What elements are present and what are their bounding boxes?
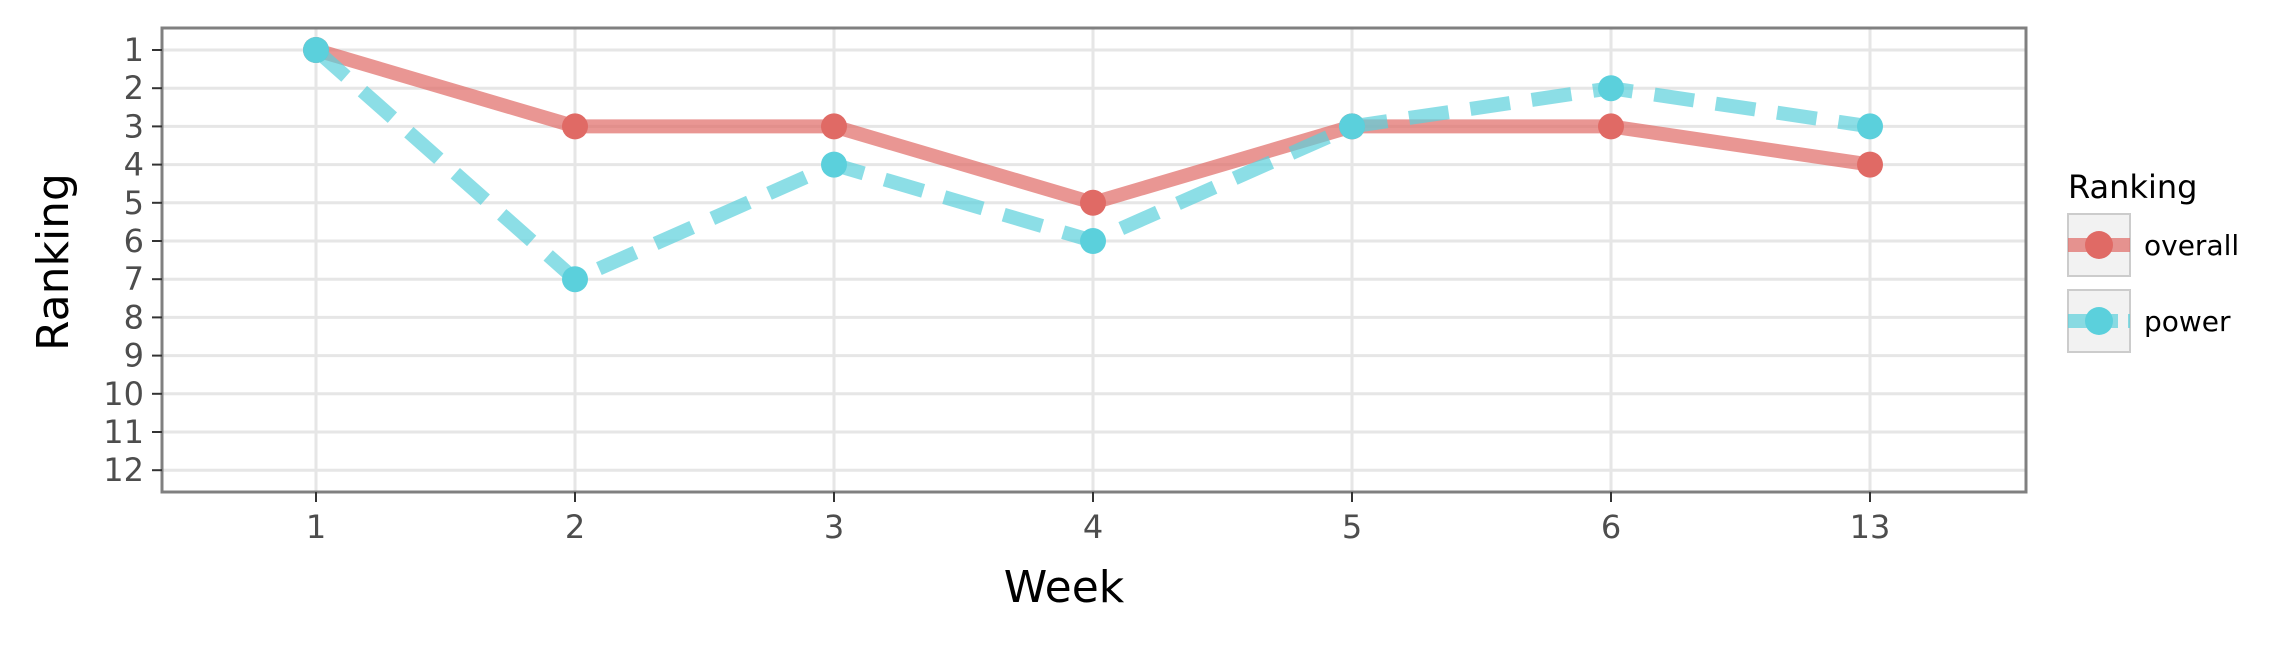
x-tick-label: 2 [565, 508, 585, 546]
y-tick-label: 12 [103, 451, 144, 489]
legend-item-overall: overall [2067, 213, 2239, 277]
legend-key-point [2085, 307, 2113, 335]
y-tick-label: 3 [124, 107, 144, 145]
x-tick-label: 1 [306, 508, 326, 546]
data-point-power [1857, 113, 1883, 140]
y-tick-label: 9 [124, 337, 144, 375]
x-axis: 1 2 3 4 5 6 13 [306, 492, 1891, 546]
data-point-power [821, 151, 847, 178]
legend: Ranking overall power [2067, 168, 2239, 353]
x-tick-label: 6 [1601, 508, 1621, 546]
data-point-power [1598, 75, 1624, 102]
legend-key-point [2085, 231, 2113, 259]
y-tick-label: 6 [124, 222, 144, 260]
legend-label: power [2144, 305, 2231, 338]
y-tick-label: 2 [124, 69, 144, 107]
data-point-power [1339, 113, 1365, 140]
y-tick-label: 7 [124, 260, 144, 298]
y-tick-label: 1 [124, 31, 144, 69]
data-point-overall [1080, 189, 1106, 216]
data-point-power [303, 37, 329, 63]
legend-title: Ranking [2068, 168, 2197, 206]
y-tick-label: 4 [124, 146, 144, 184]
grid [162, 28, 2026, 492]
legend-item-power: power [2067, 289, 2231, 353]
data-point-power [562, 266, 588, 293]
data-point-power [1080, 228, 1106, 254]
x-tick-label: 4 [1083, 508, 1103, 546]
x-axis-title: Week [1004, 562, 1125, 613]
y-tick-label: 10 [103, 375, 144, 413]
y-tick-label: 11 [103, 413, 144, 451]
x-tick-label: 3 [824, 508, 844, 546]
y-axis-title: Ranking [28, 173, 79, 351]
x-tick-label: 5 [1342, 508, 1362, 546]
series-power [303, 37, 1883, 293]
data-point-overall [1857, 151, 1883, 178]
series-layer [303, 37, 1883, 293]
x-tick-label: 13 [1850, 508, 1891, 546]
data-point-overall [821, 113, 847, 140]
y-tick-label: 8 [124, 298, 144, 336]
y-tick-label: 5 [124, 184, 144, 222]
data-point-overall [1598, 113, 1624, 140]
legend-label: overall [2144, 229, 2239, 262]
data-point-overall [562, 113, 588, 140]
